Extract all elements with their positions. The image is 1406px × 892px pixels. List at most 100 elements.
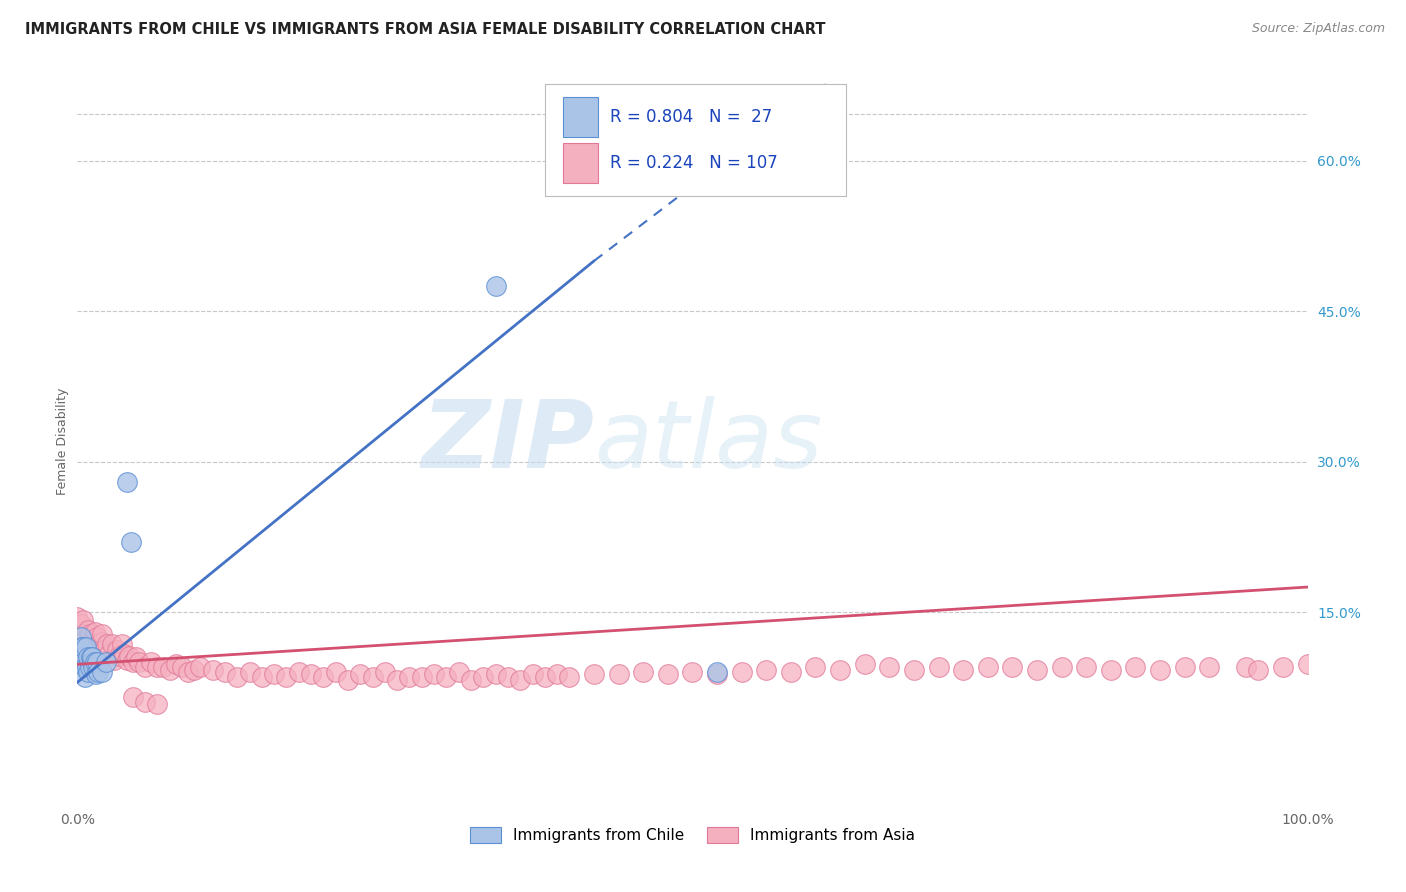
- Point: [146, 698, 169, 712]
- Point: [1296, 657, 1319, 672]
- Point: [121, 690, 143, 705]
- Point: [411, 670, 433, 684]
- Point: [349, 667, 371, 681]
- Point: [82, 655, 104, 669]
- Text: R = 0.224   N = 107: R = 0.224 N = 107: [610, 154, 778, 172]
- Point: [952, 664, 974, 678]
- Point: [460, 673, 482, 688]
- Point: [111, 637, 132, 651]
- Point: [72, 640, 94, 655]
- Point: [423, 667, 446, 681]
- Point: [1198, 660, 1220, 674]
- Point: [125, 650, 148, 665]
- Point: [879, 660, 901, 674]
- Point: [706, 665, 728, 680]
- Point: [84, 667, 107, 681]
- Point: [82, 643, 104, 657]
- Point: [177, 665, 200, 680]
- Point: [79, 660, 101, 674]
- Point: [77, 650, 100, 665]
- Point: [79, 627, 101, 641]
- Point: [159, 664, 181, 678]
- Point: [70, 640, 93, 655]
- Point: [903, 664, 925, 678]
- Point: [98, 648, 121, 662]
- Point: [73, 660, 96, 674]
- Point: [830, 664, 852, 678]
- Point: [75, 640, 97, 655]
- Point: [928, 660, 950, 674]
- Point: [522, 667, 544, 681]
- Point: [121, 535, 143, 549]
- Point: [1050, 660, 1073, 674]
- Point: [80, 650, 103, 665]
- Point: [706, 667, 728, 681]
- Point: [165, 657, 187, 672]
- Point: [87, 643, 110, 657]
- Point: [374, 665, 396, 680]
- Point: [1234, 660, 1257, 674]
- Point: [1247, 664, 1270, 678]
- Point: [87, 665, 110, 680]
- Point: [72, 613, 94, 627]
- Point: [657, 667, 679, 681]
- Point: [337, 673, 360, 688]
- Point: [70, 617, 93, 632]
- Point: [214, 665, 236, 680]
- Point: [134, 696, 156, 710]
- Point: [96, 637, 118, 651]
- Point: [263, 667, 285, 681]
- Text: ZIP: ZIP: [422, 395, 595, 488]
- Point: [69, 650, 91, 665]
- Point: [83, 625, 105, 640]
- Point: [152, 660, 174, 674]
- Point: [141, 655, 163, 669]
- Point: [361, 670, 384, 684]
- Point: [70, 630, 93, 644]
- Point: [325, 665, 347, 680]
- Point: [90, 627, 114, 641]
- Point: [86, 655, 108, 669]
- Point: [509, 673, 531, 688]
- Point: [780, 665, 803, 680]
- Point: [146, 660, 169, 674]
- FancyBboxPatch shape: [564, 97, 598, 136]
- Point: [1272, 660, 1295, 674]
- Point: [447, 665, 470, 680]
- Point: [76, 637, 98, 651]
- Point: [485, 667, 508, 681]
- Point: [115, 653, 138, 667]
- Point: [170, 660, 193, 674]
- Legend: Immigrants from Chile, Immigrants from Asia: Immigrants from Chile, Immigrants from A…: [464, 822, 921, 849]
- Text: Source: ZipAtlas.com: Source: ZipAtlas.com: [1251, 22, 1385, 36]
- Point: [77, 623, 100, 637]
- Text: IMMIGRANTS FROM CHILE VS IMMIGRANTS FROM ASIA FEMALE DISABILITY CORRELATION CHAR: IMMIGRANTS FROM CHILE VS IMMIGRANTS FROM…: [25, 22, 825, 37]
- Point: [84, 637, 107, 651]
- Point: [398, 670, 420, 684]
- Point: [82, 650, 104, 665]
- Text: R = 0.804   N =  27: R = 0.804 N = 27: [610, 108, 772, 126]
- Point: [558, 670, 581, 684]
- Point: [77, 665, 100, 680]
- Point: [101, 637, 124, 651]
- Point: [276, 670, 298, 684]
- Point: [90, 635, 112, 649]
- Point: [73, 633, 96, 648]
- Point: [72, 650, 94, 665]
- Point: [472, 670, 495, 684]
- Point: [1076, 660, 1098, 674]
- Point: [853, 657, 876, 672]
- Point: [299, 667, 322, 681]
- Point: [93, 643, 115, 657]
- Point: [239, 665, 262, 680]
- Point: [83, 655, 105, 669]
- Point: [76, 660, 98, 674]
- FancyBboxPatch shape: [546, 84, 846, 196]
- Point: [288, 665, 311, 680]
- Point: [94, 655, 117, 669]
- Point: [80, 635, 103, 649]
- Text: atlas: atlas: [595, 396, 823, 487]
- Point: [607, 667, 630, 681]
- Point: [108, 649, 131, 664]
- Point: [1099, 664, 1122, 678]
